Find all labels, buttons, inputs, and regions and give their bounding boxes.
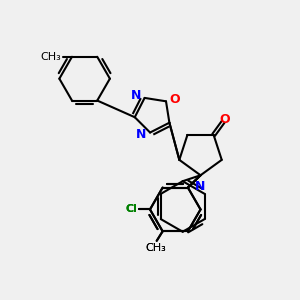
Text: O: O: [220, 113, 230, 126]
Bar: [153, 177, 212, 236]
Text: N: N: [131, 89, 141, 102]
Text: O: O: [170, 93, 181, 106]
Text: CH₃: CH₃: [41, 52, 62, 62]
Text: N: N: [195, 180, 206, 193]
Text: CH₃: CH₃: [146, 243, 166, 253]
Text: N: N: [136, 128, 146, 140]
Text: Cl: Cl: [126, 204, 137, 214]
Text: CH₃: CH₃: [146, 243, 166, 253]
Text: Cl: Cl: [126, 204, 137, 214]
